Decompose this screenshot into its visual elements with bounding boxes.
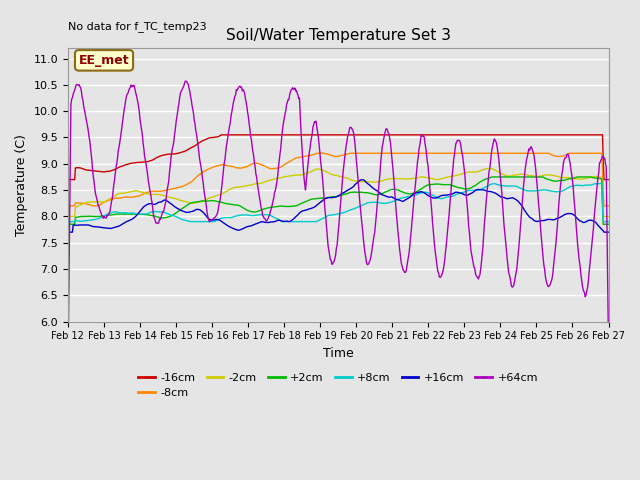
+16cm [74,222,81,228]
+2cm [213,199,221,204]
-2cm [74,203,81,209]
Line: -8cm: -8cm [68,153,609,206]
+64cm [420,135,428,141]
-16cm [420,132,428,138]
+64cm [129,83,137,89]
Y-axis label: Temperature (C): Temperature (C) [15,134,28,236]
+16cm [184,209,192,215]
+64cm [64,372,72,377]
Legend: -16cm, -8cm, -2cm, +2cm, +8cm, +16cm, +64cm: -16cm, -8cm, -2cm, +2cm, +8cm, +16cm, +6… [134,368,543,403]
X-axis label: Time: Time [323,347,353,360]
+8cm [184,218,192,224]
+2cm [64,221,72,227]
+16cm [64,229,72,235]
-8cm [213,163,221,169]
Line: +8cm: +8cm [68,183,609,222]
Line: -2cm: -2cm [68,168,609,216]
-8cm [314,150,321,156]
-8cm [404,150,412,156]
+2cm [420,184,428,190]
-8cm [420,150,428,156]
-16cm [74,165,81,170]
+64cm [74,82,81,88]
-16cm [184,146,192,152]
+8cm [605,219,612,225]
-16cm [213,134,221,140]
-8cm [605,203,612,209]
+8cm [420,190,428,195]
+2cm [489,174,497,180]
-8cm [64,203,72,209]
+2cm [74,214,81,220]
+16cm [605,229,612,235]
+16cm [404,195,412,201]
+64cm [605,345,612,350]
+64cm [404,253,412,259]
-8cm [184,181,192,187]
+64cm [214,210,221,216]
Line: +2cm: +2cm [68,177,609,224]
-2cm [213,192,221,198]
+64cm [182,78,190,84]
-8cm [129,194,137,200]
+2cm [404,191,412,196]
+16cm [420,190,428,196]
-2cm [64,214,72,219]
+8cm [404,194,412,200]
-16cm [129,160,137,166]
-8cm [74,200,81,206]
Line: +16cm: +16cm [68,180,609,232]
+64cm [185,85,193,91]
+16cm [213,216,221,222]
-16cm [404,132,412,138]
-16cm [64,177,72,182]
+8cm [74,218,81,224]
+8cm [213,217,221,223]
+8cm [598,180,605,186]
-2cm [420,174,428,180]
+8cm [64,219,72,225]
+16cm [129,216,137,221]
-2cm [184,200,192,205]
+2cm [605,221,612,227]
+2cm [129,211,137,217]
+8cm [129,210,137,216]
-2cm [484,166,492,171]
-2cm [129,188,137,194]
-2cm [605,214,612,219]
Line: -16cm: -16cm [68,135,609,180]
Line: +64cm: +64cm [68,81,609,374]
+2cm [184,202,192,207]
Title: Soil/Water Temperature Set 3: Soil/Water Temperature Set 3 [226,28,451,43]
Text: No data for f_TC_temp23: No data for f_TC_temp23 [68,21,207,32]
-16cm [605,177,612,182]
+16cm [357,177,365,183]
-2cm [404,176,412,182]
Text: EE_met: EE_met [79,54,129,67]
-16cm [218,132,225,138]
